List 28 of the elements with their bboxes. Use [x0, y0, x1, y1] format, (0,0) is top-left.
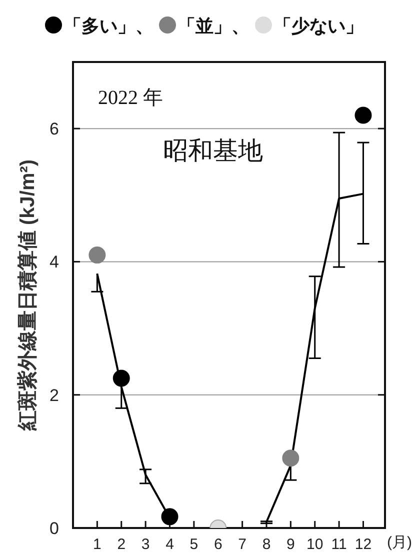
y-tick-label: 6 [50, 120, 59, 139]
x-tick-label: 8 [262, 536, 271, 553]
y-tick-label: 2 [50, 386, 59, 405]
point [112, 370, 130, 387]
y-tick-label: 4 [50, 252, 59, 272]
x-tick-label: 9 [286, 536, 295, 553]
x-tick-label: 10 [306, 536, 324, 553]
annotation: 昭和基地 [163, 137, 263, 165]
point [88, 246, 106, 264]
x-tick-label: 3 [141, 536, 150, 553]
legend-label: 「少ない」 [274, 16, 364, 36]
x-tick-label: 1 [93, 536, 102, 553]
y-tick-label: 0 [50, 519, 59, 538]
x-axis-title: (月) [387, 534, 412, 551]
x-tick-label: 4 [166, 536, 174, 553]
legend-label: 「多い」、 [64, 16, 154, 36]
x-tick-label: 7 [238, 536, 246, 553]
point [282, 450, 300, 467]
point [354, 106, 372, 124]
y-axis-title: 紅斑紫外線量日積算値 (kJ/m²) [16, 159, 39, 432]
x-tick-label: 2 [117, 536, 126, 553]
point [161, 508, 178, 526]
x-tick-label: 12 [354, 536, 372, 553]
annotation: 2022 年 [98, 87, 163, 109]
legend-label: 「並」、 [178, 16, 250, 36]
x-tick-label: 5 [190, 536, 198, 553]
x-tick-label: 6 [214, 536, 222, 553]
x-tick-label: 11 [331, 536, 347, 553]
